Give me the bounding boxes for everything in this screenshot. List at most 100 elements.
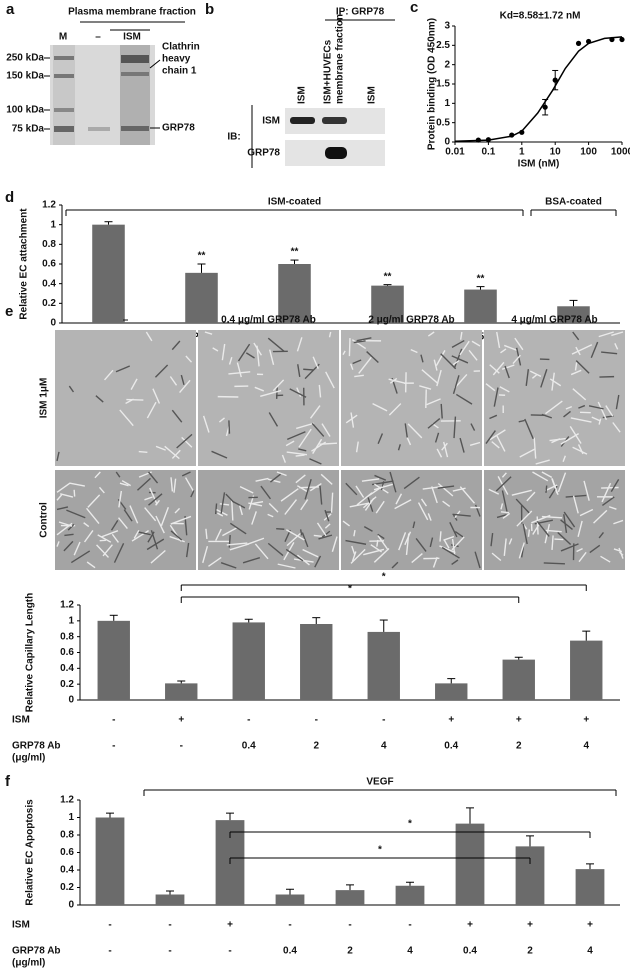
cell [184,477,195,493]
cell [314,555,322,568]
cell [572,495,579,514]
cell [73,489,76,497]
lane-label: ISM [367,86,378,104]
lane-label: – [95,32,101,43]
cell [563,514,568,534]
cell [267,478,281,483]
bar [335,890,365,905]
cell [342,520,350,527]
cell [601,482,612,503]
bracket-label: * [382,572,386,583]
cell [583,480,590,501]
x-tick-label: 100 [580,147,597,158]
cell [452,513,471,517]
y-axis-label: Relative EC attachment [19,208,30,320]
cell [190,490,195,498]
cell [577,520,583,538]
cell [380,481,385,491]
y-tick-label: 1.5 [436,79,450,90]
cell [452,360,460,366]
row-value: - [315,715,318,726]
cell [181,471,191,477]
panel-letter: a [6,1,15,18]
bracket-label: VEGF [366,777,393,788]
x-axis-label: ISM (nM) [518,159,560,170]
cell [212,347,219,352]
cell [374,474,387,481]
cell [352,359,362,365]
row-value: + [227,920,233,931]
cell [496,331,501,348]
cell [563,410,571,418]
cell [451,339,465,349]
cell [531,373,538,379]
cell [419,385,432,390]
cell [119,409,134,427]
cell [215,528,222,541]
cell [431,486,438,504]
cell [345,414,358,424]
row-value: 2 [347,946,353,957]
row-value: 2 [516,741,522,752]
cell [299,529,303,536]
cell [420,354,424,363]
cell [170,530,183,541]
cell [612,422,621,433]
cell [499,386,510,393]
cell [311,441,327,452]
fit-line [454,36,623,142]
bar [165,683,198,700]
cell [311,422,325,437]
cell [225,493,235,503]
cell [286,451,308,456]
cell [312,438,323,455]
cell [441,546,460,559]
cell [289,388,307,398]
cell [614,342,619,350]
cell [239,505,243,516]
y-tick-label: 2 [444,59,450,70]
panel-letter: e [5,303,13,320]
cell [515,498,530,514]
cell [280,488,299,502]
cell [427,418,441,429]
y-tick-label: 1.2 [60,795,74,806]
bar [575,869,605,905]
cell [217,512,224,517]
cell [123,509,133,522]
cell [226,542,248,546]
cell [366,351,379,364]
cell [572,446,588,455]
cell [435,350,446,366]
row-label: ISM [12,715,30,726]
cell [443,539,450,549]
column-label: 2 μg/ml GRP78 Ab [368,315,454,326]
cell [276,471,287,477]
cell [313,534,322,538]
cell [95,395,104,403]
cell [373,548,390,563]
cell [86,561,96,569]
marker-label: 100 kDa [6,105,44,116]
cell [524,418,534,440]
cell [455,393,473,405]
cell [298,448,307,452]
cell [319,485,323,505]
cell [228,356,233,365]
cell [70,550,91,564]
cell [500,511,510,514]
cell [501,364,515,370]
cell [164,445,180,460]
blot-band [322,117,347,124]
band [88,127,110,131]
cell [577,444,584,455]
cell [115,471,121,478]
y-tick-label: 0.2 [60,679,74,690]
marker-lane [53,45,75,145]
cell [180,374,185,385]
cell [516,510,533,527]
cell [451,355,469,364]
row-value: + [448,715,454,726]
cell [66,509,86,519]
row-value: 0.4 [444,741,458,752]
